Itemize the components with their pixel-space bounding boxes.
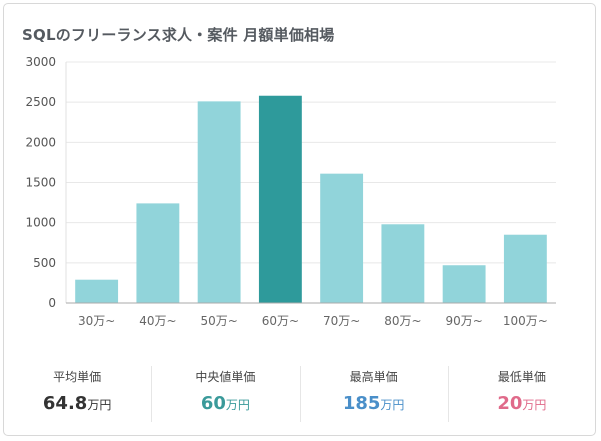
y-tick-label: 2000	[25, 135, 56, 149]
stat-max: 最高単価 185万円	[299, 362, 448, 422]
x-tick-label: 30万~	[78, 314, 115, 328]
y-tick-label: 2500	[25, 95, 56, 109]
stats-row: 平均単価 64.8万円 中央値単価 60万円 最高単価 185万円 最低単価 2…	[3, 362, 596, 422]
stat-number: 185	[342, 393, 381, 414]
x-tick-label: 70万~	[323, 314, 360, 328]
stat-median: 中央値単価 60万円	[151, 362, 299, 422]
stat-label: 中央値単価	[195, 370, 256, 384]
stat-unit: 万円	[87, 398, 112, 412]
x-tick-label: 40万~	[139, 314, 176, 328]
stat-unit: 万円	[380, 398, 405, 412]
bar-chart: 0 500 1000 1500 2000 2500 3000 30万~ 40万~ 50万~ 60万~…	[25, 55, 556, 328]
y-tick-label: 3000	[25, 55, 56, 69]
y-tick-label: 1000	[25, 216, 56, 230]
stat-average: 平均単価 64.8万円	[3, 362, 151, 422]
stat-label: 平均単価	[53, 370, 102, 384]
bar	[442, 265, 486, 303]
x-tick-label: 50万~	[200, 314, 237, 328]
y-tick-label: 0	[48, 296, 56, 310]
y-tick-label: 1500	[25, 176, 56, 190]
stat-value: 60万円	[151, 393, 299, 414]
x-tick-label: 80万~	[384, 314, 421, 328]
stat-label: 最低単価	[497, 370, 546, 384]
chart-title: SQLのフリーランス求人・案件 月額単価相場	[22, 26, 335, 44]
y-tick-label: 500	[33, 256, 56, 270]
stat-value: 185万円	[300, 393, 448, 414]
stat-number: 64.8	[42, 393, 88, 414]
stat-unit: 万円	[522, 398, 547, 412]
x-tick-label: 60万~	[262, 314, 299, 328]
stat-min: 最低単価 20万円	[447, 362, 596, 422]
bar	[381, 224, 425, 303]
stat-number: 20	[497, 393, 523, 414]
bar	[258, 95, 302, 304]
bar	[197, 101, 241, 303]
stat-value: 64.8万円	[3, 393, 151, 414]
stat-number: 60	[200, 393, 226, 414]
bar	[503, 234, 547, 303]
stat-label: 最高単価	[349, 370, 398, 384]
stat-unit: 万円	[225, 398, 250, 412]
x-tick-label: 100万~	[503, 314, 548, 328]
bar	[136, 203, 180, 303]
bar	[320, 173, 364, 303]
bar	[75, 279, 119, 303]
stat-value: 20万円	[448, 393, 596, 414]
x-tick-label: 90万~	[445, 314, 482, 328]
